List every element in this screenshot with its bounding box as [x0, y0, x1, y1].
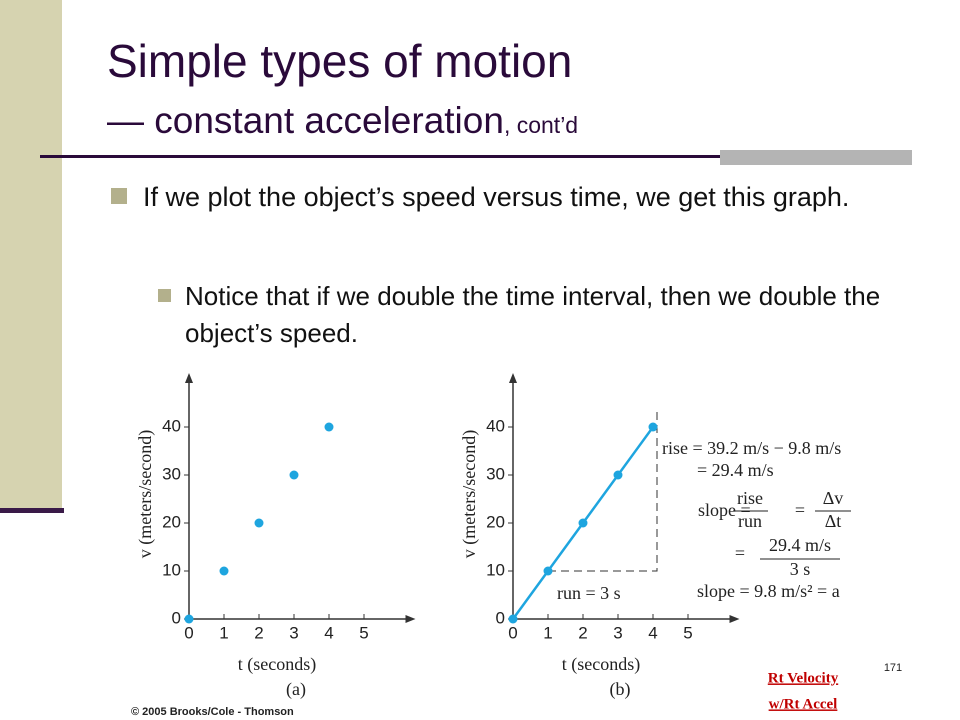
annotation: 29.4 m/s — [769, 535, 831, 555]
bullet-text: If we plot the object’s speed versus tim… — [143, 182, 850, 212]
figure-area — [128, 378, 872, 720]
x-tick-label: 4 — [324, 623, 333, 642]
point — [508, 614, 518, 624]
point — [543, 566, 553, 576]
y-tick-label: 20 — [486, 512, 505, 531]
x-tick-label: 5 — [683, 623, 692, 642]
subtitle-main: — constant acceleration — [107, 100, 504, 141]
y-axis-label: v (meters/second) — [459, 430, 480, 558]
x-tick-label: 0 — [508, 623, 517, 642]
side-rule — [0, 508, 64, 513]
side-band — [0, 0, 62, 512]
point — [219, 566, 229, 576]
annotation: slope = 9.8 m/s² = a — [697, 581, 840, 601]
y-tick-label: 10 — [162, 560, 181, 579]
y-tick-label: 30 — [486, 464, 505, 483]
annotation: = 29.4 m/s — [697, 460, 774, 480]
subbullet-text: Notice that if we double the time interv… — [185, 281, 881, 348]
annotation: = — [795, 500, 805, 520]
x-tick-label: 1 — [543, 623, 552, 642]
x-tick-label: 0 — [184, 623, 193, 642]
point — [324, 422, 334, 432]
x-tick-label: 4 — [648, 623, 657, 642]
annotations: rise = 39.2 m/s − 9.8 m/s = 29.4 m/s slo… — [557, 438, 851, 603]
slide-title: Simple types of motion — [107, 35, 573, 87]
chart: 0 1 2 3 4 5 0 10 20 30 40 t (seconds) v (meters/seco… — [459, 373, 740, 700]
chart: 0 1 2 3 4 5 0 10 20 30 40 t (seconds) v (meters/seco… — [135, 373, 416, 700]
copyright: © 2005 Brooks/Cole - Thomson — [131, 706, 294, 718]
x-arrow — [405, 615, 416, 623]
run-rise-guide — [548, 407, 658, 572]
link-line[interactable]: Rt Velocity — [768, 670, 839, 686]
annotation: = — [735, 543, 745, 563]
x-tick-label: 2 — [254, 623, 263, 642]
annotation: Δv — [823, 488, 844, 508]
subtitle-suffix: , cont’d — [503, 112, 579, 138]
y-tick-label: 20 — [162, 512, 181, 531]
y-tick-label: 40 — [162, 416, 181, 435]
bullet-marker — [158, 289, 171, 302]
y-axis-label: v (meters/second) — [135, 430, 156, 558]
point — [648, 422, 658, 432]
point — [613, 470, 623, 480]
x-arrow — [729, 615, 740, 623]
annotation: slope = — [698, 500, 751, 520]
point — [254, 518, 264, 528]
y-arrow — [185, 373, 193, 383]
x-tick-label: 3 — [613, 623, 622, 642]
x-tick-label: 1 — [219, 623, 228, 642]
y-tick-label: 0 — [172, 608, 181, 627]
y-tick-label: 30 — [162, 464, 181, 483]
title-rule — [40, 155, 912, 158]
annotation: run — [738, 511, 762, 531]
x-axis-label: t (seconds) — [562, 654, 640, 675]
y-arrow — [509, 373, 517, 383]
x-tick-label: 3 — [289, 623, 298, 642]
x-tick-label: 5 — [359, 623, 368, 642]
page-number: 171 — [884, 662, 902, 674]
x-axis-label: t (seconds) — [238, 654, 316, 675]
annotation: rise = 39.2 m/s − 9.8 m/s — [662, 438, 841, 458]
point — [289, 470, 299, 480]
y-tick-label: 40 — [486, 416, 505, 435]
bullet-marker — [111, 188, 127, 204]
annotation: run = 3 s — [557, 583, 621, 603]
title-rule-bar — [720, 150, 912, 165]
point — [184, 614, 194, 624]
x-tick-label: 2 — [578, 623, 587, 642]
y-tick-label: 0 — [496, 608, 505, 627]
annotation: 3 s — [790, 559, 811, 579]
chart-caption: (b) — [610, 679, 631, 700]
link-line[interactable]: w/Rt Accel — [769, 696, 838, 712]
annotation: rise — [737, 488, 763, 508]
point — [578, 518, 588, 528]
slide-subtitle: — constant acceleration, cont’d — [107, 100, 578, 142]
chart-caption: (a) — [286, 679, 306, 700]
annotation: Δt — [825, 511, 842, 531]
y-tick-label: 10 — [486, 560, 505, 579]
